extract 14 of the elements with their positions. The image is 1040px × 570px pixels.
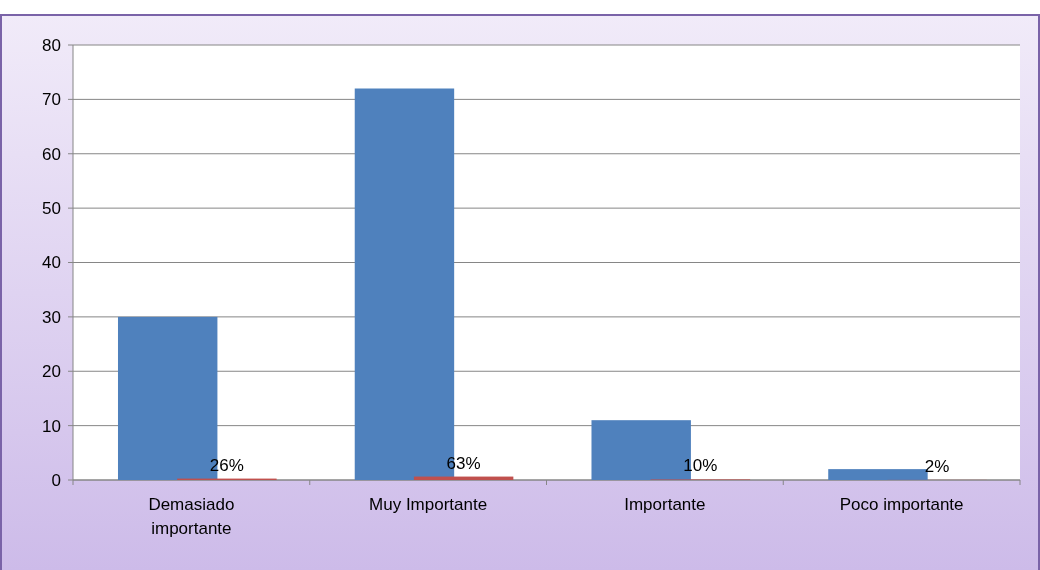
- y-tick-label: 50: [42, 199, 61, 219]
- y-tick-label: 20: [42, 362, 61, 382]
- y-tick-label: 80: [42, 35, 61, 55]
- x-tick-label: Demasiado importante: [148, 495, 235, 538]
- y-tick-label: 0: [51, 470, 61, 490]
- x-tick-label: Importante: [624, 495, 706, 514]
- y-tick-label: 70: [42, 90, 61, 110]
- y-tick-label: 30: [42, 307, 61, 327]
- x-tick-label: Poco importante: [839, 495, 964, 514]
- y-tick-label: 10: [42, 416, 61, 436]
- x-tick-label: Muy Importante: [369, 495, 488, 514]
- y-tick-label: 40: [42, 253, 61, 273]
- data-label: 2%: [924, 456, 950, 476]
- y-tick-label: 60: [42, 144, 61, 164]
